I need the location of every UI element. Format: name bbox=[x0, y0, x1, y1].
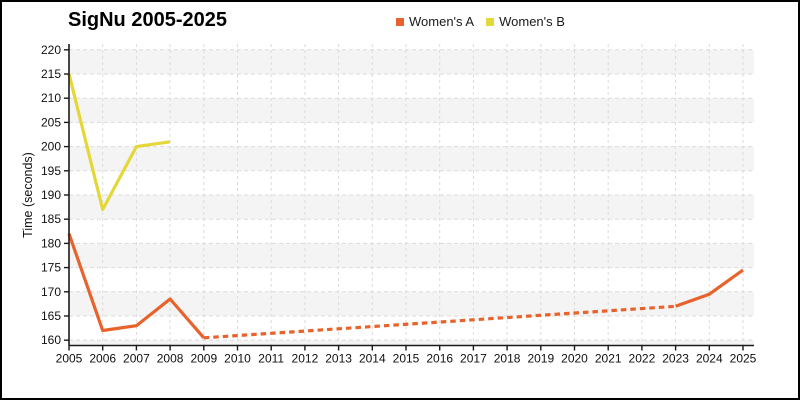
legend-swatch-womens-b-icon bbox=[486, 17, 495, 26]
legend: Women's A Women's B bbox=[396, 14, 565, 29]
plot-band bbox=[69, 243, 754, 268]
y-axis-title: Time (seconds) bbox=[21, 152, 35, 238]
plot-band bbox=[69, 49, 754, 75]
y-tick-label: 185 bbox=[41, 212, 61, 226]
x-tick-label: 2023 bbox=[662, 352, 689, 366]
y-tick-label: 180 bbox=[41, 236, 61, 250]
x-tick-label: 2015 bbox=[393, 352, 420, 366]
x-tick-label: 2009 bbox=[190, 352, 217, 366]
y-tick-label: 160 bbox=[41, 333, 61, 347]
legend-label-womens-a: Women's A bbox=[409, 14, 475, 29]
x-tick-label: 2020 bbox=[561, 352, 588, 366]
y-tick-label: 165 bbox=[41, 309, 61, 323]
series-line-women-s-b bbox=[67, 73, 171, 212]
legend-swatch-womens-a-icon bbox=[396, 17, 404, 26]
series-line-women-s-a bbox=[675, 268, 744, 308]
legend-item-womens-b: Women's B bbox=[486, 14, 565, 29]
y-tick-label: 220 bbox=[41, 43, 61, 57]
page-title: SigNu 2005-2025 bbox=[68, 9, 227, 31]
y-tick-label: 215 bbox=[41, 67, 61, 81]
y-tick-label: 210 bbox=[41, 91, 61, 105]
legend-item-womens-a: Women's A bbox=[396, 14, 474, 29]
x-tick-label: 2024 bbox=[696, 352, 723, 366]
x-tick-label: 2012 bbox=[292, 352, 319, 366]
x-tick-label: 2010 bbox=[224, 352, 251, 366]
x-tick-label: 2006 bbox=[89, 352, 116, 366]
x-tick-label: 2018 bbox=[494, 352, 521, 366]
y-tick-label: 205 bbox=[41, 115, 61, 129]
plot-band bbox=[69, 98, 754, 123]
y-tick-label: 200 bbox=[41, 140, 61, 154]
x-tick-label: 2011 bbox=[258, 352, 284, 366]
y-tick-label: 195 bbox=[41, 164, 61, 178]
x-tick-label: 2016 bbox=[426, 352, 453, 366]
y-tick-label: 175 bbox=[41, 261, 61, 275]
plot-band bbox=[69, 291, 754, 316]
x-tick-label: 2008 bbox=[157, 352, 184, 366]
x-tick-label: 2007 bbox=[123, 352, 150, 366]
x-tick-label: 2021 bbox=[595, 352, 622, 366]
x-tick-label: 2019 bbox=[527, 352, 554, 366]
series-line-women-s-a bbox=[67, 233, 206, 339]
plot-band bbox=[69, 146, 754, 171]
x-tick-label: 2022 bbox=[629, 352, 656, 366]
series-line-women-s-a bbox=[203, 304, 676, 340]
x-tick-label: 2013 bbox=[325, 352, 352, 366]
x-tick-label: 2005 bbox=[56, 352, 83, 366]
legend-label-womens-b: Women's B bbox=[499, 14, 565, 29]
x-tick-label: 2014 bbox=[359, 352, 386, 366]
y-tick-label: 190 bbox=[41, 188, 61, 202]
y-tick-label: 170 bbox=[41, 285, 61, 299]
plot-band bbox=[69, 194, 754, 220]
x-tick-label: 2017 bbox=[460, 352, 487, 366]
x-tick-label: 2025 bbox=[730, 352, 757, 366]
plot-band bbox=[69, 340, 754, 346]
